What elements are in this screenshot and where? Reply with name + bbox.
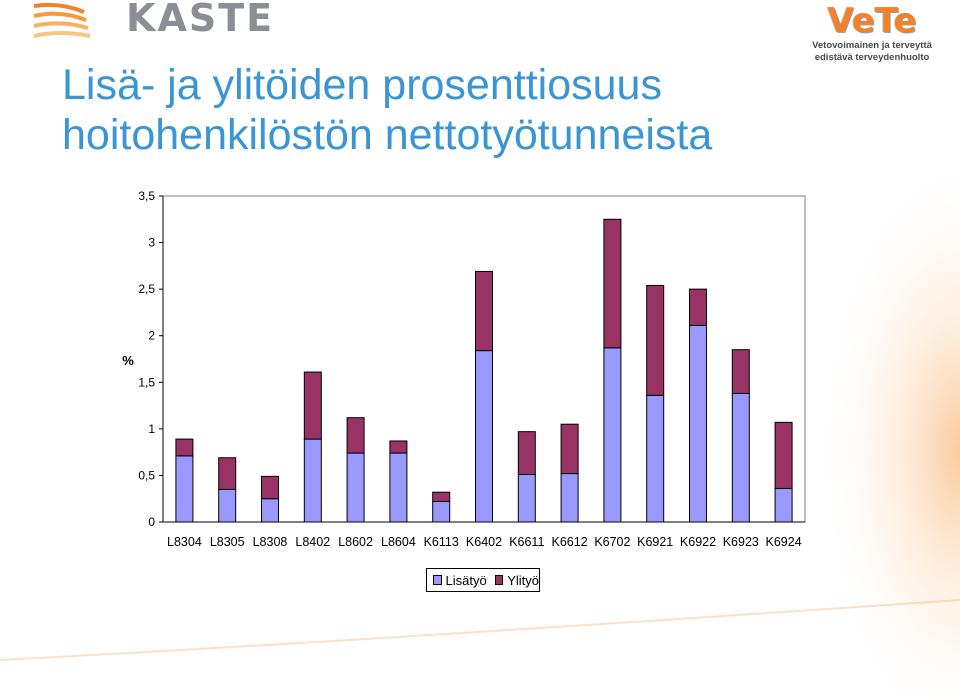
y-tick-label: 2,5 xyxy=(138,282,155,296)
y-tick-label: 0 xyxy=(148,515,155,529)
page-title-line-2: hoitohenkilöstön nettotyötunneista xyxy=(62,111,713,159)
bar-lisatyo xyxy=(175,455,194,523)
x-tick-label: K6702 xyxy=(594,535,630,549)
y-tick-label: 3 xyxy=(148,236,155,250)
x-tick-label: K6923 xyxy=(723,535,759,549)
bar-lisatyo xyxy=(303,438,322,523)
bar-lisatyo xyxy=(560,473,579,523)
x-tick-label: L8308 xyxy=(253,535,288,549)
x-tick-label: L8402 xyxy=(295,535,330,549)
x-tick-label: L8602 xyxy=(338,535,373,549)
vete-logo: VeTe Vetovoimainen ja terveyttä edistävä… xyxy=(792,2,952,64)
vete-logo-text: VeTe xyxy=(827,1,917,41)
bar-ylityo xyxy=(774,421,793,489)
x-tick-label: L8304 xyxy=(167,535,202,549)
y-tick-label: 2 xyxy=(148,329,155,343)
bar-ylityo xyxy=(689,288,707,326)
legend-swatch-ylityo xyxy=(494,575,504,585)
bar-lisatyo xyxy=(646,394,665,523)
kaste-rays-icon xyxy=(33,2,91,38)
bar-lisatyo xyxy=(731,392,750,523)
bar-ylityo xyxy=(517,431,536,475)
kaste-logo-text: KASTE xyxy=(126,0,275,40)
y-tick-label: 1 xyxy=(148,422,155,436)
bar-lisatyo xyxy=(389,452,408,523)
x-tick-label: K6924 xyxy=(766,535,802,549)
bar-lisatyo xyxy=(432,501,451,523)
bar-ylityo xyxy=(646,284,665,396)
bar-lisatyo xyxy=(774,487,793,523)
legend-label-lisatyo: Lisätyö xyxy=(445,572,487,588)
page-title: Lisä- ja ylitöiden prosenttiosuus hoitoh… xyxy=(62,60,822,160)
bar-lisatyo xyxy=(261,498,279,523)
bar-lisatyo xyxy=(346,452,365,523)
x-tick-label: K6402 xyxy=(466,535,502,549)
y-tick-label: 3,5 xyxy=(138,189,155,203)
kaste-logo: KASTE xyxy=(30,0,272,44)
bar-ylityo xyxy=(261,475,279,500)
bar-ylityo xyxy=(389,440,408,454)
bar-ylityo xyxy=(603,218,622,349)
x-tick-label: K6612 xyxy=(552,535,588,549)
bar-ylityo xyxy=(303,371,322,440)
bar-ylityo xyxy=(432,491,451,503)
x-tick-label: L8305 xyxy=(210,535,245,549)
bar-lisatyo xyxy=(475,350,493,523)
bar-lisatyo xyxy=(517,473,536,523)
x-tick-label: L8604 xyxy=(381,535,416,549)
chart-legend: Lisätyö Ylityö xyxy=(426,568,540,592)
legend-label-ylityo: Ylityö xyxy=(507,572,539,588)
bar-lisatyo xyxy=(603,347,622,523)
y-axis-label: % xyxy=(122,353,134,368)
bar-lisatyo xyxy=(689,324,707,523)
vete-tagline-1: Vetovoimainen ja terveyttä xyxy=(812,40,932,51)
bar-ylityo xyxy=(560,423,579,475)
y-tick-label: 1,5 xyxy=(138,375,155,389)
vete-tagline-2: edistävä terveydenhuolto xyxy=(814,52,930,63)
x-tick-label: K6922 xyxy=(680,535,716,549)
x-tick-label: K6611 xyxy=(509,535,544,549)
bar-ylityo xyxy=(475,270,493,352)
y-tick-label: 0,5 xyxy=(138,468,155,482)
bar-ylityo xyxy=(175,438,194,457)
bar-ylityo xyxy=(218,457,237,490)
page-title-line-1: Lisä- ja ylitöiden prosenttiosuus xyxy=(62,61,662,109)
x-tick-label: K6113 xyxy=(424,535,459,549)
bar-lisatyo xyxy=(218,488,237,523)
stacked-bar-chart: 0 0,5 1 1,5 2 2,5 3 3,5% L8304 L8305 L8308 L8402 L86… xyxy=(122,189,806,549)
bar-ylityo xyxy=(731,349,750,394)
bar-ylityo xyxy=(346,417,365,454)
x-tick-label: K6921 xyxy=(637,535,673,549)
legend-swatch-lisatyo xyxy=(433,575,442,585)
